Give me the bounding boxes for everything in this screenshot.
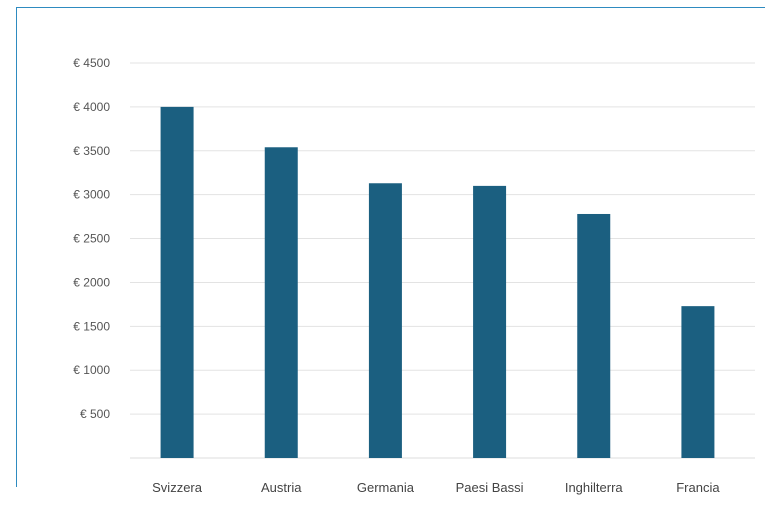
x-tick-label: Francia [676,480,720,495]
bar [160,106,194,458]
y-tick-label: € 4500 [73,56,110,70]
y-tick-label: € 1000 [73,363,110,377]
y-tick-label: € 2000 [73,275,110,289]
bar [368,183,402,458]
y-tick-label: € 3000 [73,188,110,202]
y-tick-label: € 4000 [73,100,110,114]
x-tick-label: Svizzera [152,480,203,495]
x-tick-label: Austria [261,480,302,495]
x-tick-label: Germania [357,480,415,495]
y-tick-label: € 500 [80,407,110,421]
x-tick-label: Inghilterra [565,480,624,495]
bar [264,147,298,458]
gridlines [130,62,755,459]
y-axis-ticks: € 500 € 1000 € 1500 € 2000 € 2500 € 3000 € 350… [73,56,110,421]
x-axis-ticks: Svizzera Austria Germania Paesi Bassi Inghil… [152,480,720,495]
y-tick-label: € 1500 [73,319,110,333]
y-tick-label: € 2500 [73,232,110,246]
bar [681,306,715,458]
chart-frame [16,7,765,487]
bar [473,185,507,458]
bar [577,213,611,458]
y-tick-label: € 3500 [73,144,110,158]
bars [160,106,715,458]
x-tick-label: Paesi Bassi [456,480,524,495]
